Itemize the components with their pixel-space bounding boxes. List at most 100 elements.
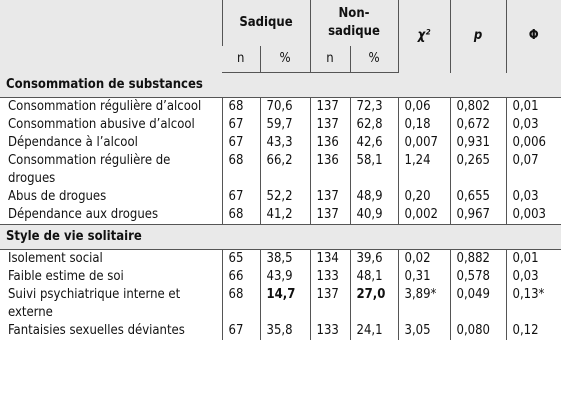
cell: 68	[221, 97, 260, 116]
cell: 27,0	[349, 286, 399, 322]
cell: 48,9	[349, 188, 399, 206]
sub-header: %	[349, 46, 399, 73]
cell: 67	[221, 188, 260, 206]
cell: 39,6	[349, 249, 399, 268]
row-label: Faible estime de soi	[8, 269, 124, 284]
cell: 0,07	[505, 152, 561, 188]
cell: 136	[309, 152, 351, 188]
cell: 0,02	[397, 249, 451, 268]
cell: 58,1	[349, 152, 399, 188]
section-row: Consommation de substances	[0, 72, 561, 98]
cell: 0,578	[449, 268, 507, 286]
row-label: Consommation régulière de drogues	[8, 153, 171, 186]
cell: 0,12	[505, 322, 561, 340]
cell: 66,2	[259, 152, 311, 188]
section-title: Consommation de substances	[0, 72, 561, 98]
cell: 0,01	[505, 249, 561, 268]
data-row: Fantaisies sexuelles déviantes 67 35,8 133 2…	[0, 322, 561, 340]
row-label: Isolement social	[8, 251, 103, 266]
cell: 133	[309, 268, 351, 286]
data-row: Consommation régulière d’alcool 68 70,6 137…	[0, 97, 561, 116]
cell: 67	[221, 322, 260, 340]
cell: 0,967	[449, 206, 507, 225]
data-row: Abus de drogues 67 52,2 137 48,9 0,20 0,655 0,0…	[0, 188, 561, 206]
cell: 0,06	[397, 97, 451, 116]
cell: 0,265	[449, 152, 507, 188]
cell: 1,24	[397, 152, 451, 188]
stat-header: Φ	[505, 0, 561, 73]
cell: 134	[309, 249, 351, 268]
group-header: Sadique	[221, 0, 311, 46]
cell: 0,049	[449, 286, 507, 322]
cell: 136	[309, 134, 351, 152]
sub-header: n	[222, 46, 260, 73]
cell: 41,2	[259, 206, 311, 225]
cell: 0,931	[449, 134, 507, 152]
cell: 0,03	[505, 116, 561, 134]
cell: 0,13*	[505, 286, 561, 322]
row-label: Dépendance aux drogues	[8, 207, 159, 222]
corner-cell	[0, 0, 222, 73]
data-row: Suivi psychiatrique interne et externe 68…	[0, 286, 561, 322]
cell: 0,006	[505, 134, 561, 152]
row-label: Abus de drogues	[8, 189, 107, 204]
cell: 0,002	[397, 206, 451, 225]
cell: 0,003	[505, 206, 561, 225]
cell: 133	[309, 322, 351, 340]
cell: 137	[309, 97, 351, 116]
stat-header: p	[449, 0, 507, 73]
cell: 0,20	[397, 188, 451, 206]
cell: 35,8	[259, 322, 311, 340]
cell: 3,89*	[397, 286, 451, 322]
cell: 0,882	[449, 249, 507, 268]
data-row: Dépendance aux drogues 68 41,2 137 40,9 0,002…	[0, 206, 561, 225]
cell: 68	[221, 286, 260, 322]
cell: 0,672	[449, 116, 507, 134]
cell: 65	[221, 249, 260, 268]
data-row: Dépendance à l’alcool 67 43,3 136 42,6 0,007 0…	[0, 134, 561, 152]
cell: 0,03	[505, 268, 561, 286]
data-row: Consommation abusive d’alcool 67 59,7 137 62…	[0, 116, 561, 134]
cell: 0,802	[449, 97, 507, 116]
cell: 48,1	[349, 268, 399, 286]
cell: 0,18	[397, 116, 451, 134]
table-body: Consommation de substances Consommation r…	[0, 72, 561, 340]
cell: 137	[309, 116, 351, 134]
cell: 68	[221, 152, 260, 188]
sub-header: %	[259, 46, 311, 73]
section-row: Style de vie solitaire	[0, 224, 561, 250]
row-label: Fantaisies sexuelles déviantes	[8, 323, 185, 338]
row-label: Consommation régulière d’alcool	[8, 99, 202, 114]
cell: 68	[221, 206, 260, 225]
cell: 24,1	[349, 322, 399, 340]
data-table: Sadique Non-sadique χ² p Φ n % n % Conso…	[0, 0, 561, 340]
cell: 43,9	[259, 268, 311, 286]
cell: 137	[309, 188, 351, 206]
section-title: Style de vie solitaire	[0, 224, 561, 250]
cell: 0,03	[505, 188, 561, 206]
cell: 52,2	[259, 188, 311, 206]
cell: 3,05	[397, 322, 451, 340]
cell: 137	[309, 286, 351, 322]
data-row: Consommation régulière de drogues 68 66,2 1…	[0, 152, 561, 188]
sub-header: n	[309, 46, 351, 73]
group-header: Non-sadique	[309, 0, 399, 46]
cell: 0,007	[397, 134, 451, 152]
cell: 0,01	[505, 97, 561, 116]
row-label: Suivi psychiatrique interne et externe	[8, 287, 181, 320]
cell: 67	[221, 134, 260, 152]
cell: 40,9	[349, 206, 399, 225]
cell: 0,31	[397, 268, 451, 286]
cell: 0,080	[449, 322, 507, 340]
cell: 62,8	[349, 116, 399, 134]
cell: 0,655	[449, 188, 507, 206]
cell: 137	[309, 206, 351, 225]
data-row: Isolement social 65 38,5 134 39,6 0,02 0,882 0,…	[0, 249, 561, 268]
row-label: Dépendance à l’alcool	[8, 135, 138, 150]
cell: 70,6	[259, 97, 311, 116]
cell: 38,5	[259, 249, 311, 268]
cell: 42,6	[349, 134, 399, 152]
stat-header: χ²	[397, 0, 451, 73]
cell: 59,7	[259, 116, 311, 134]
